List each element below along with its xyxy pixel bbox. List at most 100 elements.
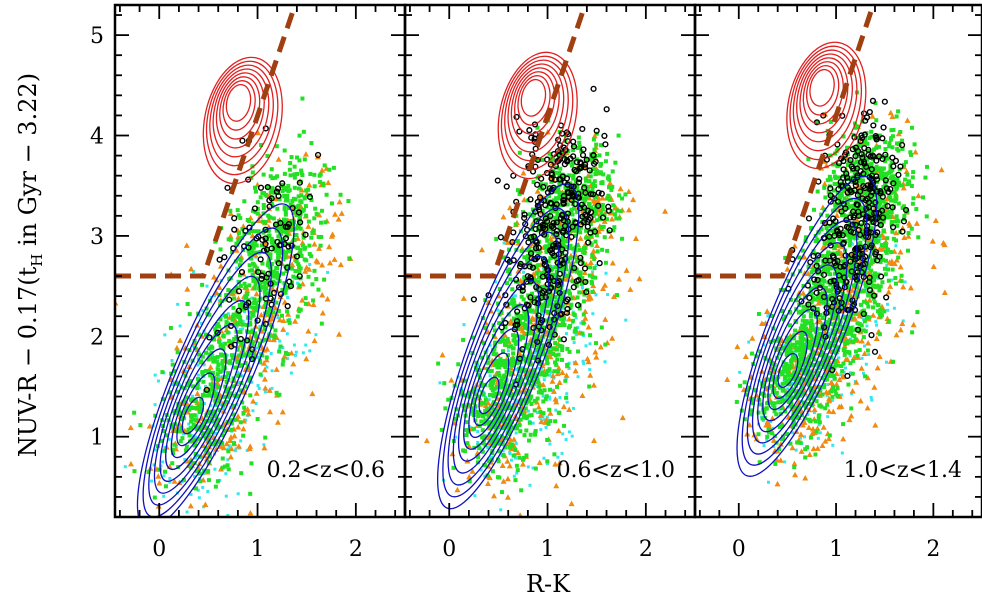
green-square xyxy=(186,427,191,432)
orange-triangle xyxy=(319,309,326,316)
cyan-point xyxy=(565,392,569,396)
x-tick-label: 1 xyxy=(251,537,265,562)
green-square xyxy=(476,372,481,377)
blue-contour xyxy=(176,372,216,447)
green-square xyxy=(532,368,537,373)
green-square xyxy=(566,288,571,293)
black-circle xyxy=(591,160,598,167)
cyan-point xyxy=(890,278,894,282)
green-square xyxy=(239,363,244,368)
orange-triangle xyxy=(543,416,550,423)
green-square xyxy=(223,297,228,302)
black-circle xyxy=(285,243,292,250)
green-square xyxy=(491,394,496,399)
orange-triangle xyxy=(326,243,333,250)
green-square xyxy=(484,412,489,417)
black-circle xyxy=(214,329,221,336)
green-square xyxy=(295,275,300,280)
orange-triangle xyxy=(555,364,562,371)
green-square xyxy=(518,316,523,321)
green-square xyxy=(528,319,533,324)
green-square xyxy=(609,187,614,192)
green-square xyxy=(231,312,236,317)
green-square xyxy=(451,465,456,470)
green-square xyxy=(750,351,755,356)
green-square xyxy=(594,142,599,147)
selection-dashed-line xyxy=(405,5,588,279)
green-square xyxy=(519,248,524,253)
green-square xyxy=(184,395,189,400)
orange-triangle xyxy=(262,385,269,391)
black-circle xyxy=(576,175,583,182)
orange-triangle xyxy=(553,482,560,489)
green-square xyxy=(241,410,246,415)
orange-triangle xyxy=(328,233,335,239)
green-square xyxy=(531,379,536,384)
green-square xyxy=(523,397,528,402)
cyan-point xyxy=(866,270,870,274)
green-square xyxy=(572,266,577,271)
green-square xyxy=(554,170,559,175)
orange-triangle xyxy=(897,326,904,333)
cyan-point xyxy=(826,415,830,419)
orange-triangle xyxy=(245,410,252,417)
orange-triangle xyxy=(235,443,242,449)
green-square xyxy=(558,301,563,306)
green-square xyxy=(577,290,582,295)
cyan-point xyxy=(548,397,552,401)
black-circle xyxy=(262,240,269,248)
green-square xyxy=(506,353,511,358)
cyan-point xyxy=(514,431,518,435)
green-square xyxy=(559,238,564,243)
green-square xyxy=(252,263,257,268)
black-circle xyxy=(221,254,228,261)
green-square xyxy=(567,349,572,354)
green-square xyxy=(240,227,245,232)
green-square xyxy=(265,184,270,189)
green-square xyxy=(598,171,603,176)
green-square xyxy=(270,204,275,209)
green-square xyxy=(298,266,303,271)
green-square xyxy=(509,442,514,447)
green-square xyxy=(500,376,505,381)
black-circle xyxy=(563,157,571,164)
green-square xyxy=(495,420,500,425)
green-square xyxy=(544,212,549,217)
black-circle xyxy=(573,278,580,285)
cyan-point xyxy=(606,293,610,297)
green-square xyxy=(517,369,522,374)
green-square xyxy=(598,143,603,148)
green-square xyxy=(318,172,323,177)
green-square xyxy=(255,269,260,274)
green-square xyxy=(223,384,228,389)
black-circle xyxy=(259,236,266,243)
cyan-point xyxy=(551,265,555,269)
green-square xyxy=(552,331,557,336)
cyan-point xyxy=(488,343,492,347)
green-square xyxy=(242,199,247,204)
black-circle xyxy=(555,136,562,143)
green-square xyxy=(536,390,541,395)
orange-triangle xyxy=(798,448,805,454)
orange-triangle xyxy=(871,384,878,390)
orange-triangle xyxy=(842,356,849,362)
green-square xyxy=(557,196,562,201)
green-square xyxy=(267,278,272,283)
black-circle xyxy=(543,169,551,177)
cyan-point xyxy=(572,406,576,410)
green-square xyxy=(582,198,587,203)
green-square xyxy=(297,283,302,288)
green-square xyxy=(553,294,558,299)
green-square xyxy=(553,289,558,294)
green-square xyxy=(613,160,618,165)
cyan-point xyxy=(162,494,166,498)
x-tick-label: 0 xyxy=(152,537,166,562)
orange-triangle xyxy=(300,229,307,235)
cyan-point xyxy=(170,359,174,363)
cyan-point xyxy=(564,332,568,336)
green-square xyxy=(581,299,586,304)
green-square xyxy=(204,446,209,451)
black-circle xyxy=(585,239,592,246)
orange-triangle xyxy=(619,414,626,421)
green-square xyxy=(612,225,617,230)
